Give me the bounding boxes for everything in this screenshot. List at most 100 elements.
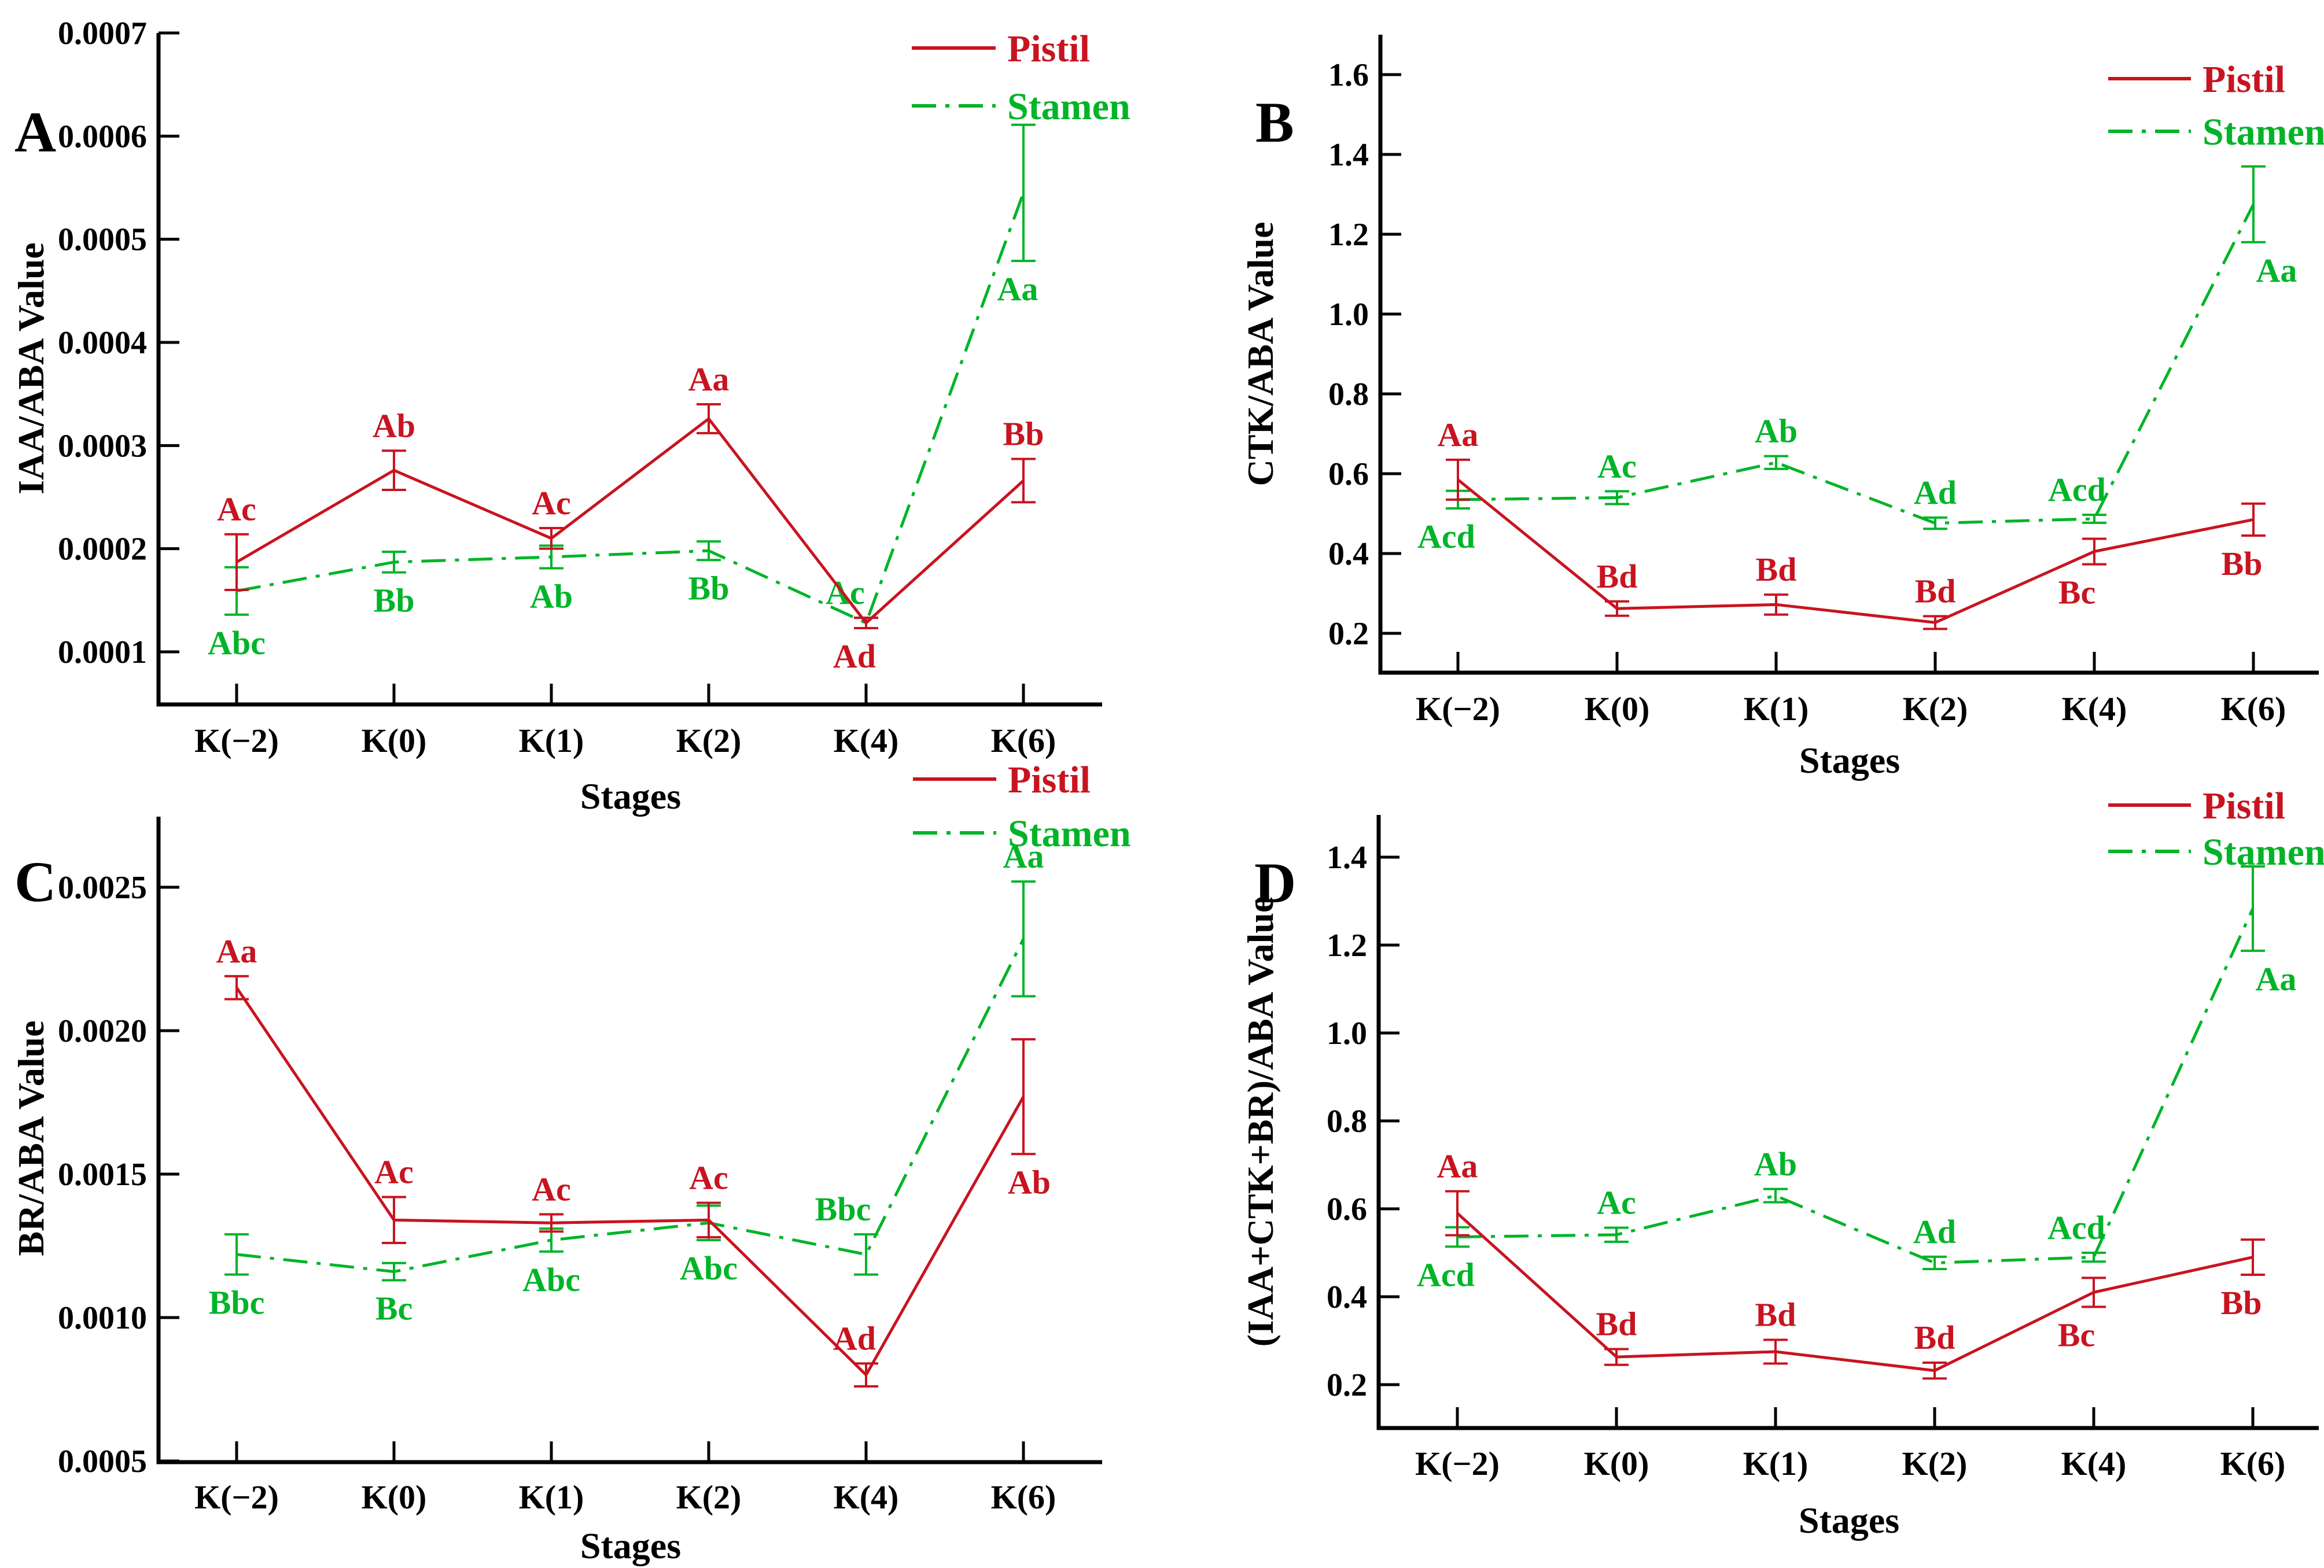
x-tick-label: K(6) (991, 722, 1056, 759)
x-tick-label: K(1) (1743, 1445, 1809, 1482)
y-tick-label: 0.0007 (58, 16, 147, 51)
y-tick-label: 0.4 (1328, 536, 1369, 572)
point-label: Ad (1913, 1213, 1956, 1250)
x-tick-label: K(−2) (194, 1478, 279, 1516)
legend-label-stamen: Stamen (2203, 111, 2324, 153)
x-tick-label: K(4) (2062, 690, 2127, 728)
point-label: Acd (1417, 518, 1475, 555)
y-tick-label: 0.2 (1328, 616, 1369, 652)
y-tick-label: 1.0 (1327, 1016, 1367, 1052)
x-tick-label: K(6) (2220, 1445, 2286, 1482)
x-axis-title: Stages (1799, 1500, 1899, 1541)
pistil-series: Aa Bd Bd Bd Bc Bb (1437, 1148, 2265, 1380)
x-tick-label: K(−2) (1416, 690, 1500, 728)
x-tick-label: K(1) (1744, 690, 1809, 728)
point-label: Ab (1755, 412, 1798, 450)
point-label: Ad (1914, 474, 1957, 511)
point-label: Aa (2256, 252, 2297, 289)
x-tick-label: K(6) (991, 1478, 1056, 1516)
point-label: Ac (1597, 1184, 1636, 1222)
point-label: Acd (1417, 1256, 1475, 1293)
panel-A: 0.0001 0.0002 0.0003 0.0004 0.0005 0.0006 0.00… (10, 16, 1130, 817)
x-tick-label: K(0) (362, 1478, 427, 1516)
panel-letter: B (1255, 90, 1294, 154)
y-tick-label: 1.2 (1328, 217, 1369, 253)
x-axis-title: Stages (580, 1525, 681, 1566)
point-label: Aa (216, 932, 257, 970)
y-tick-label: 0.0015 (58, 1157, 147, 1193)
axis-frame (156, 817, 1102, 1464)
y-axis-title: BR/ABA Value (10, 1020, 51, 1256)
pistil-series: Ac Ab Ac Aa Ad Bb (217, 360, 1044, 675)
point-label: Aa (688, 360, 730, 398)
pistil-line (235, 987, 1025, 1378)
point-label: Bb (374, 582, 415, 619)
point-label: Ad (833, 1319, 876, 1357)
stamen-line (1457, 907, 2255, 1264)
panel-letter: C (14, 850, 56, 914)
point-label: Abc (680, 1249, 738, 1287)
point-label: Ac (374, 1153, 414, 1191)
x-tick-label: K(2) (1902, 1445, 1968, 1482)
point-label: Ac (1597, 447, 1637, 485)
point-label: Bd (1914, 1319, 1955, 1356)
x-tick-label: K(4) (834, 1478, 899, 1516)
y-tick-label: 0.0006 (58, 119, 147, 154)
y-tick-label: 0.0005 (58, 1444, 147, 1480)
pistil-series: Aa Bd Bd Bd Bc Bb (1438, 416, 2266, 630)
point-label: Ad (833, 637, 876, 675)
stamen-series: Abc Bb Ab Bb Ac Aa (208, 123, 1038, 662)
y-axis-title: IAA/ABA Value (10, 242, 51, 495)
y-tick-label: 0.2 (1327, 1367, 1367, 1403)
legend-label-pistil: Pistil (2203, 58, 2285, 101)
point-label: Ab (373, 407, 415, 444)
point-label: Bb (2222, 545, 2263, 582)
point-label: Bd (1915, 572, 1956, 610)
point-label: Abc (522, 1261, 580, 1298)
x-tick-label: K(4) (834, 722, 899, 759)
point-label: Ab (1008, 1163, 1051, 1201)
point-label: Bb (688, 569, 730, 607)
y-tick-label: 1.0 (1328, 297, 1369, 333)
pistil-line (1456, 1212, 2253, 1373)
y-tick-label: 0.0020 (58, 1013, 147, 1049)
point-label: Ab (1754, 1145, 1797, 1183)
y-tick-label: 0.0025 (58, 870, 147, 906)
y-tick-label: 0.0005 (58, 222, 147, 258)
x-tick-label: K(0) (1585, 690, 1650, 728)
pistil-series: Aa Ac Ac Ac Ad Ab (216, 932, 1051, 1388)
stamen-line (1457, 204, 2255, 525)
y-tick-label: 0.0002 (58, 532, 147, 567)
y-tick-label: 0.4 (1327, 1279, 1367, 1315)
y-axis-title: CTK/ABA Value (1240, 222, 1281, 486)
panel-letter: A (14, 100, 56, 164)
y-tick-label: 0.8 (1328, 377, 1369, 412)
panel-C: 0.0005 0.0010 0.0015 0.0020 0.0025 K(−2) K(0) K… (10, 759, 1131, 1566)
point-label: Ac (689, 1159, 728, 1197)
point-label: Bc (2058, 574, 2095, 611)
point-label: Bb (2221, 1284, 2262, 1322)
y-tick-label: 1.6 (1328, 57, 1369, 93)
stamen-line (236, 192, 1025, 625)
x-tick-label: K(2) (676, 722, 742, 759)
point-label: Bbc (209, 1284, 265, 1322)
stamen-series: Acd Ac Ab Ad Acd Aa (1417, 865, 2296, 1293)
axis-frame (156, 33, 1102, 707)
legend-label-pistil: Pistil (1008, 759, 1091, 801)
legend-label-pistil: Pistil (1007, 28, 1090, 70)
y-tick-label: 0.0001 (58, 634, 147, 670)
x-tick-label: K(0) (362, 722, 427, 759)
point-label: Aa (997, 270, 1038, 308)
y-tick-label: 0.0010 (58, 1300, 147, 1336)
point-label: Aa (1437, 1148, 1478, 1185)
legend-label-stamen: Stamen (1008, 813, 1131, 855)
point-label: Acd (2047, 1209, 2105, 1246)
x-tick-label: K(2) (676, 1478, 742, 1516)
legend-label-pistil: Pistil (2203, 785, 2285, 827)
point-label: Bd (1596, 1305, 1637, 1342)
x-tick-label: K(−2) (1415, 1445, 1500, 1482)
y-tick-label: 1.4 (1328, 137, 1369, 173)
point-label: Aa (1438, 416, 1479, 453)
